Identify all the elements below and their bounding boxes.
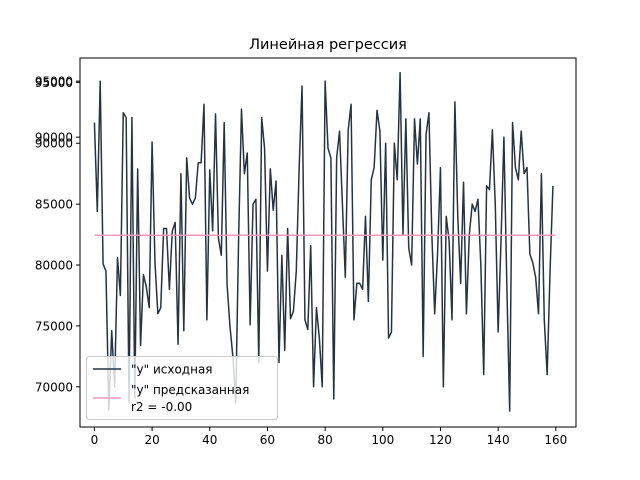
legend: "y" исходная "y" предсказанная r2 = -0.0… — [86, 356, 278, 420]
x-tick-label: 140 — [487, 433, 510, 447]
series-line-original — [93, 71, 554, 412]
x-tick-label: 20 — [144, 433, 159, 447]
legend-label-original: "y" исходная — [131, 363, 213, 377]
plot-lines — [93, 71, 556, 412]
y-tick-label: 70000 — [35, 380, 73, 394]
x-tick-label: 0 — [91, 433, 99, 447]
y-tick-label: 75000 — [35, 319, 73, 333]
x-axis: 0 20 40 60 80 100 120 140 160 — [91, 427, 567, 447]
legend-label-predicted: "y" предсказанная — [131, 383, 249, 397]
x-tick-label: 160 — [544, 433, 567, 447]
x-tick-label: 80 — [317, 433, 332, 447]
chart-title: Линейная регрессия — [249, 37, 407, 53]
x-tick-label: 120 — [429, 433, 452, 447]
y-tick-label: 85000 — [35, 198, 73, 212]
y-tick-label: 90000 — [35, 137, 73, 151]
plot-area-frame — [79, 57, 577, 428]
legend-box — [86, 356, 278, 420]
y-tick-label: 80000 — [35, 259, 73, 273]
y-tick-label: 90000 — [35, 131, 73, 145]
y-tick-label: 95000 — [35, 75, 73, 89]
x-tick-label: 60 — [260, 433, 275, 447]
legend-r2-label: r2 = -0.00 — [131, 400, 192, 414]
y-tick-label: 95000 — [35, 76, 73, 90]
x-tick-label: 100 — [371, 433, 394, 447]
x-tick-label: 40 — [202, 433, 217, 447]
